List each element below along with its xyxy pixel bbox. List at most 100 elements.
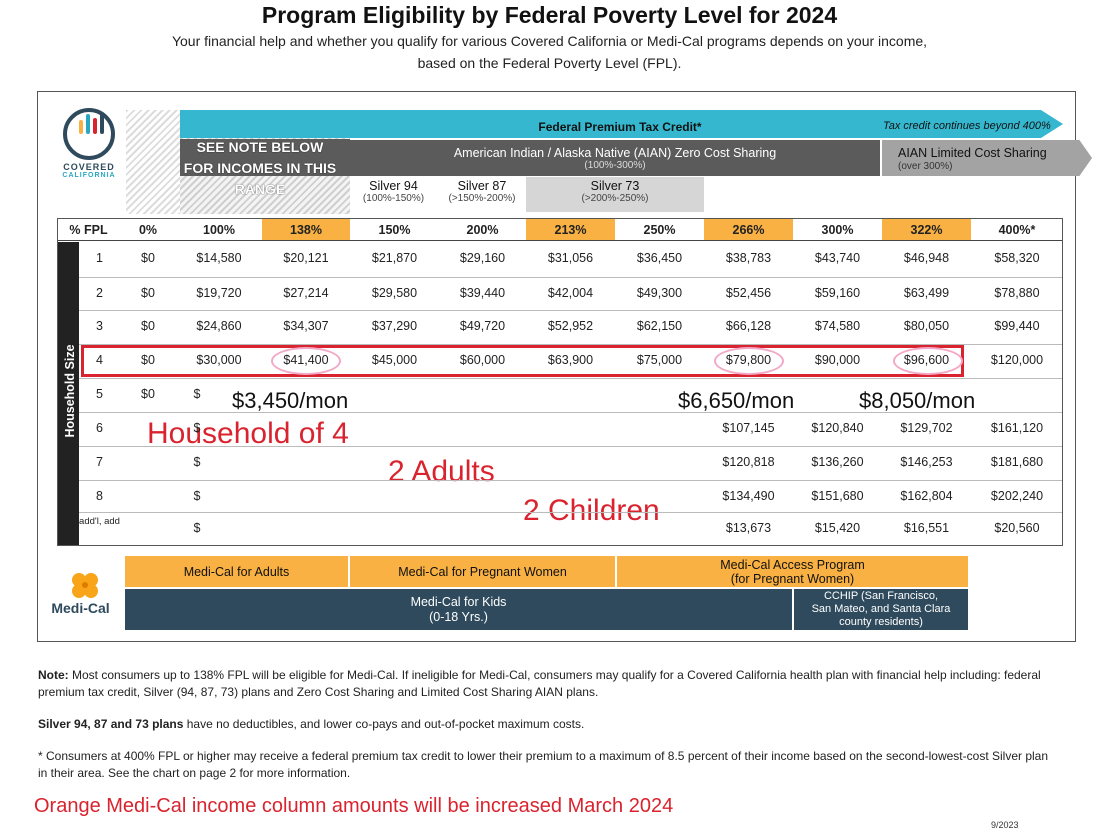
logo-text-covered: COVERED <box>63 162 115 172</box>
income-cell: $80,050 <box>903 319 950 333</box>
medi-cal-kids-sub: (0-18 Yrs.) <box>429 609 488 624</box>
silver-73-range: (>200%-250%) <box>581 193 649 204</box>
page-title: Program Eligibility by Federal Poverty L… <box>261 2 838 28</box>
income-cell: $162,804 <box>900 489 953 503</box>
note-text: Most consumers up to 138% FPL will be el… <box>38 668 1041 699</box>
medi-cal-adults-label: Medi-Cal for Adults <box>183 564 290 579</box>
income-cell: $0 <box>141 251 155 265</box>
income-cell: $79,800 <box>725 353 772 367</box>
silver-73-band: Silver 73 (>200%-250%) <box>526 177 704 212</box>
income-cell: $146,253 <box>900 455 953 469</box>
logo-bar-icon <box>79 120 83 134</box>
household-size-cell: 8 <box>96 489 103 503</box>
income-cell: $52,952 <box>547 319 594 333</box>
medi-cal-logo-text: Medi-Cal <box>51 600 110 616</box>
income-cell: $45,000 <box>371 353 418 367</box>
medi-cal-access-band: Medi-Cal Access Program (for Pregnant Wo… <box>617 556 968 587</box>
income-cell: $ <box>193 521 201 535</box>
income-cell: $27,214 <box>283 286 329 300</box>
logo-bar-icon <box>93 118 97 134</box>
income-cell: $181,680 <box>990 455 1044 469</box>
income-cell: $63,900 <box>547 353 594 367</box>
subtitle-line-1: Your financial help and whether you qual… <box>171 33 928 49</box>
cchip-band: CCHIP (San Francisco, San Mateo, and San… <box>794 589 968 630</box>
income-cell: $13,673 <box>725 521 772 535</box>
household-size-cell: 4 <box>96 353 103 367</box>
household-size-cell: 1 <box>96 251 103 265</box>
household-of-4-annotation: Household of 4 <box>147 417 349 450</box>
table-row-divider <box>79 277 1063 278</box>
aian-limited-label: AIAN Limited Cost Sharing <box>898 146 1047 160</box>
income-cell: $99,440 <box>994 319 1040 333</box>
silver-94-range: (100%-150%) <box>362 193 425 204</box>
income-cell: $107,145 <box>722 421 775 435</box>
table-row-divider <box>79 412 1063 413</box>
income-cell: $74,580 <box>814 319 861 333</box>
table-row-divider <box>79 378 1063 379</box>
income-cell: $58,320 <box>994 251 1040 265</box>
income-cell: $14,580 <box>196 251 242 265</box>
income-cell: $ <box>193 387 201 401</box>
income-cell: $134,490 <box>722 489 775 503</box>
income-cell: $60,000 <box>459 353 506 367</box>
household-size-cell: 3 <box>96 319 103 333</box>
adults-annotation: 2 Adults <box>388 455 495 488</box>
household-size-cell: 6 <box>96 421 103 435</box>
income-cell: $46,948 <box>903 251 950 265</box>
revision-date: 9/2023 <box>991 820 1019 830</box>
cchip-line-2: San Mateo, and Santa Clara <box>811 603 951 615</box>
household-size-cell: 5 <box>96 387 103 401</box>
aian-zero-cost-range: (100%-300%) <box>584 160 646 171</box>
silver-94-band: Silver 94 (100%-150%) <box>350 177 437 212</box>
income-cell: $63,499 <box>903 286 950 300</box>
household-size-cell: 2 <box>96 286 103 300</box>
income-cell: $120,818 <box>722 455 775 469</box>
monthly-138-annotation: $3,450/mon <box>232 388 349 413</box>
income-cell: $75,000 <box>636 353 683 367</box>
income-cell: $20,121 <box>283 251 329 265</box>
silver-label: Silver 94, 87 and 73 plans <box>38 717 184 731</box>
income-cell: $49,720 <box>459 319 506 333</box>
footnote-paragraph: * Consumers at 400% FPL or higher may re… <box>38 749 1049 780</box>
income-cell: $59,160 <box>814 286 861 300</box>
income-cell: $0 <box>141 286 155 300</box>
income-cell: $37,290 <box>371 319 418 333</box>
income-cell: $ <box>193 455 201 469</box>
medi-cal-kids-label: Medi-Cal for Kids <box>410 594 507 609</box>
note-paragraph: Note: Most consumers up to 138% FPL will… <box>38 667 1058 701</box>
silver-87-band: Silver 87 (>150%-200%) <box>439 177 525 212</box>
hatched-area <box>126 110 180 214</box>
silver-87-label: Silver 87 <box>457 179 507 193</box>
income-cell: $0 <box>141 353 155 367</box>
monthly-322-annotation: $8,050/mon <box>859 388 976 413</box>
income-cell: $20,560 <box>994 521 1040 535</box>
income-cell: $96,600 <box>903 353 950 367</box>
aian-zero-cost-band <box>350 140 880 176</box>
children-annotation: 2 Children <box>523 494 660 527</box>
household-size-cell: 7 <box>96 455 103 469</box>
income-cell: $43,740 <box>814 251 861 265</box>
medi-cal-pregnant-label: Medi-Cal for Pregnant Women <box>398 564 567 579</box>
see-note-band <box>180 139 350 176</box>
income-cell: $161,120 <box>990 421 1044 435</box>
cchip-line-3: county residents) <box>839 616 923 628</box>
income-cell: $136,260 <box>811 455 864 469</box>
tax-credit-note: Tax credit continues beyond 400% <box>883 120 1051 132</box>
logo-text-california: CALIFORNIA <box>62 172 116 179</box>
income-cell: $202,240 <box>990 489 1044 503</box>
income-cell: $41,400 <box>283 353 329 367</box>
income-cell: $16,551 <box>903 521 950 535</box>
silver-paragraph: Silver 94, 87 and 73 plans have no deduc… <box>38 716 1058 733</box>
see-note-text: SEE NOTE BELOW FOR INCOMES IN THIS RANGE <box>183 139 337 197</box>
income-cell: $29,160 <box>459 251 506 265</box>
income-cell: $36,450 <box>636 251 683 265</box>
income-cell: $0 <box>141 319 155 333</box>
logo-bar-icon <box>100 112 104 134</box>
income-cell: $30,000 <box>196 353 242 367</box>
silver-text: have no deductibles, and lower co-pays a… <box>183 717 585 731</box>
logo-ring-icon <box>63 108 115 160</box>
aian-limited-band <box>882 140 1092 176</box>
medi-cal-adults-band: Medi-Cal for Adults <box>125 556 348 587</box>
income-cell: $39,440 <box>459 286 506 300</box>
medi-cal-poppy-icon <box>72 573 98 598</box>
